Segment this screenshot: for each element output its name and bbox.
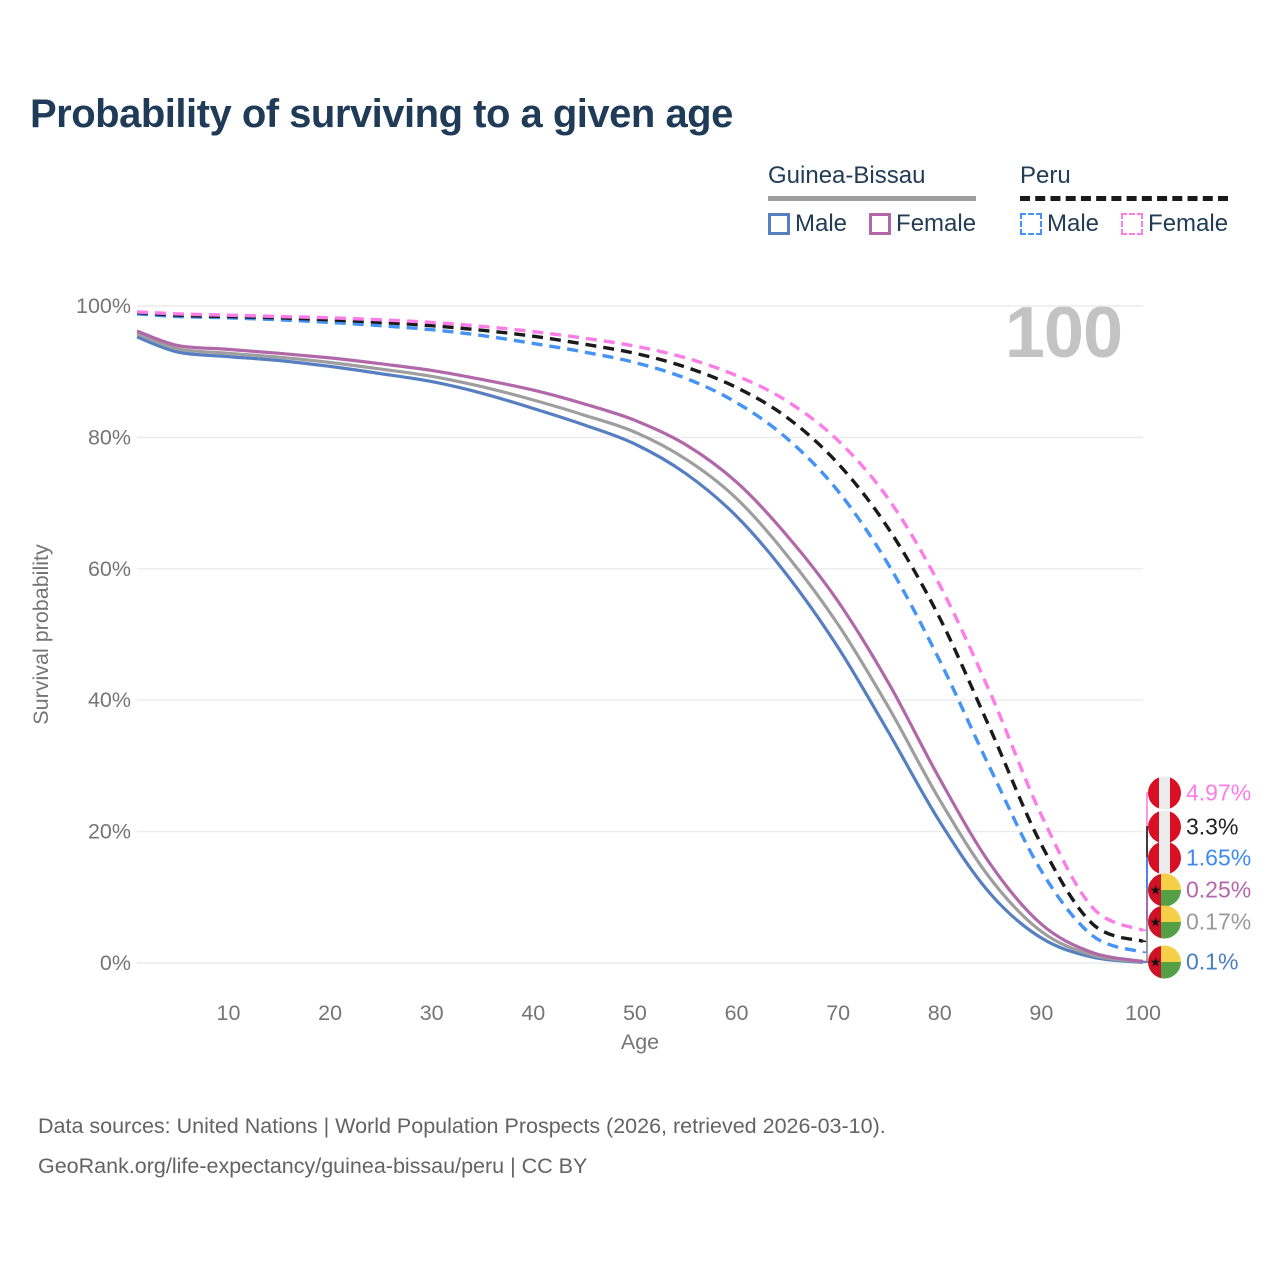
legend-header-peru[interactable]: Peru [1020,162,1071,189]
x-tick-label: 20 [318,1001,342,1025]
legend-underline-dashed [1020,196,1229,201]
star-icon: ★ [1149,913,1162,929]
series-line-peru-female[interactable] [136,310,1144,932]
page-title: Probability of surviving to a given age [30,92,733,136]
legend-group-guinea-bissau: Guinea-Bissau Male Female [768,162,977,238]
x-tick-label: 50 [623,1001,647,1025]
x-tick-label: 100 [1125,1001,1161,1025]
x-tick-label: 40 [521,1001,545,1025]
end-label-guinea-bissau: ★ 0.17% [1148,905,1252,939]
end-label-peru-male: 1.65% [1148,841,1252,875]
x-tick-label: 60 [725,1001,749,1025]
peru-flag-icon [1148,810,1181,844]
x-tick-label: 10 [216,1001,240,1025]
guinea-bissau-flag-icon: ★ [1148,873,1181,907]
star-icon: ★ [1149,881,1162,897]
solid-female-swatch-icon [869,213,892,235]
data-sources-text: Data sources: United Nations | World Pop… [38,1114,886,1138]
x-tick-label: 90 [1029,1001,1053,1025]
series-line-guinea-bissau-female[interactable] [136,329,1144,963]
peru-flag-icon [1148,841,1181,875]
guinea-bissau-flag-icon: ★ [1148,945,1181,979]
end-label-value: 1.65% [1186,844,1252,871]
legend-item-gb-male[interactable]: Male [768,210,847,238]
legend-item-peru-male[interactable]: Male [1020,210,1099,238]
attribution-link-text: GeoRank.org/life-expectancy/guinea-bissa… [38,1154,588,1178]
x-tick-label: 30 [420,1001,444,1025]
end-label-guinea-bissau-male: ★ 0.1% [1148,945,1239,979]
star-icon: ★ [1149,953,1162,969]
series-line-guinea-bissau-male[interactable] [136,335,1144,964]
x-axis-title: Age [621,1030,659,1054]
peru-flag-icon [1148,776,1181,810]
y-tick-label: 100% [76,294,131,318]
y-tick-label: 40% [88,688,131,712]
footer: Data sources: United Nations | World Pop… [38,1106,886,1186]
end-label-peru-female: 4.97% [1148,776,1252,810]
series-line-guinea-bissau[interactable] [136,332,1144,964]
y-axis-title: Survival probability [29,544,53,725]
end-label-guinea-bissau-female: ★ 0.25% [1148,873,1252,907]
legend-underline-solid [768,196,977,201]
legend-header-guinea-bissau[interactable]: Guinea-Bissau [768,162,926,189]
end-label-peru: 3.3% [1148,810,1239,844]
end-label-value: 0.17% [1186,908,1252,935]
dashed-female-swatch-icon [1121,213,1144,235]
end-label-value: 0.1% [1186,948,1239,975]
solid-male-swatch-icon [768,213,790,235]
guinea-bissau-flag-icon: ★ [1148,905,1181,939]
y-tick-label: 0% [100,951,131,975]
legend-group-peru: Peru Male Female [1020,162,1229,238]
x-tick-label: 80 [928,1001,952,1025]
y-tick-label: 60% [88,557,131,581]
y-tick-label: 80% [88,425,131,449]
y-tick-label: 20% [88,820,131,844]
x-tick-label: 70 [826,1001,850,1025]
end-label-value: 4.97% [1186,779,1252,806]
series-line-peru-male[interactable] [136,312,1144,954]
legend-item-peru-female[interactable]: Female [1121,210,1228,238]
series-line-peru[interactable] [136,310,1144,943]
legend-item-gb-female[interactable]: Female [869,210,976,238]
dashed-male-swatch-icon [1020,213,1042,235]
end-label-value: 3.3% [1186,813,1239,840]
end-label-value: 0.25% [1186,876,1252,903]
